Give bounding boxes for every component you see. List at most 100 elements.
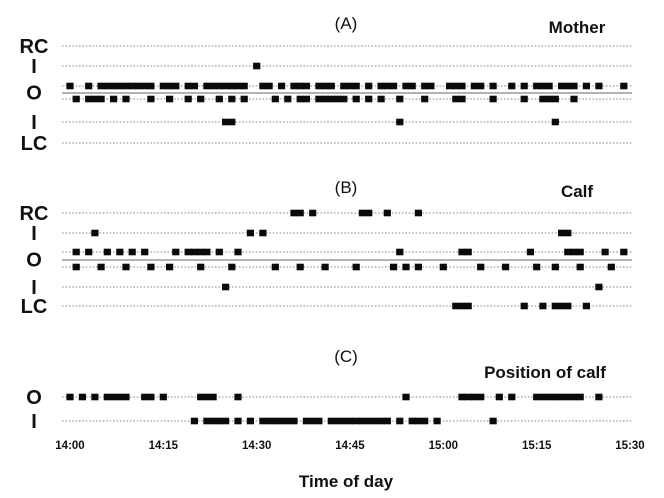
event-mark [545, 95, 553, 103]
event-mark [396, 118, 404, 126]
event-mark [489, 417, 497, 425]
event-mark [91, 95, 99, 103]
event-mark [570, 248, 578, 256]
row-label-rc: RC [20, 203, 49, 225]
event-mark [340, 95, 348, 103]
event-mark [309, 209, 317, 217]
event-mark [172, 82, 180, 90]
event-mark [526, 248, 534, 256]
event-mark [259, 82, 267, 90]
event-mark [97, 82, 105, 90]
event-mark [66, 82, 74, 90]
event-mark [421, 417, 429, 425]
event-mark [122, 95, 130, 103]
event-mark [321, 95, 329, 103]
event-mark [309, 417, 317, 425]
event-mark [402, 263, 410, 271]
event-mark [271, 417, 279, 425]
event-mark [458, 248, 466, 256]
event-mark [377, 95, 385, 103]
panel-c: (C) Position of calf OI [26, 347, 632, 433]
event-mark [147, 82, 155, 90]
panel-title: (A) [335, 14, 358, 33]
event-mark [166, 263, 174, 271]
event-mark [296, 82, 304, 90]
event-mark [315, 95, 323, 103]
event-mark [570, 393, 578, 401]
event-mark [607, 263, 615, 271]
event-mark [421, 82, 429, 90]
event-mark [302, 95, 310, 103]
event-mark [222, 283, 230, 291]
event-mark [215, 248, 223, 256]
event-mark [365, 417, 373, 425]
event-mark [414, 209, 422, 217]
event-mark [228, 118, 236, 126]
event-mark [147, 95, 155, 103]
event-mark [302, 82, 310, 90]
event-mark [458, 393, 466, 401]
event-mark [296, 95, 304, 103]
panel-title: (C) [334, 347, 358, 366]
event-mark [396, 95, 404, 103]
event-mark [321, 82, 329, 90]
x-tick-label: 14:15 [149, 440, 179, 452]
event-mark [278, 417, 286, 425]
event-mark [358, 209, 366, 217]
event-mark [296, 263, 304, 271]
event-mark [91, 393, 99, 401]
event-mark [203, 417, 211, 425]
event-mark [390, 263, 398, 271]
event-mark [197, 95, 205, 103]
event-mark [564, 393, 572, 401]
event-mark [97, 95, 105, 103]
event-mark [296, 209, 304, 217]
event-mark [570, 95, 578, 103]
event-mark [402, 393, 410, 401]
event-mark [122, 82, 130, 90]
event-mark [408, 82, 416, 90]
event-mark [103, 248, 111, 256]
event-mark [197, 393, 205, 401]
event-mark [190, 417, 198, 425]
event-mark [327, 82, 335, 90]
event-mark [103, 82, 111, 90]
event-mark [209, 417, 217, 425]
event-mark [427, 82, 435, 90]
event-mark [222, 118, 230, 126]
event-mark [533, 263, 541, 271]
event-mark [340, 82, 348, 90]
event-mark [72, 95, 80, 103]
event-mark [371, 417, 379, 425]
event-mark [321, 263, 329, 271]
event-mark [545, 393, 553, 401]
event-mark [327, 95, 335, 103]
event-mark [271, 263, 279, 271]
event-mark [365, 82, 373, 90]
event-mark [122, 263, 130, 271]
event-mark [470, 82, 478, 90]
event-mark [558, 229, 566, 237]
event-mark [240, 82, 248, 90]
event-mark [259, 417, 267, 425]
row-label-rc: RC [20, 36, 49, 58]
event-mark [141, 82, 149, 90]
event-mark [290, 209, 298, 217]
event-mark [159, 82, 167, 90]
panel-title: (B) [335, 178, 358, 197]
event-mark [222, 82, 230, 90]
x-tick-label: 15:00 [429, 440, 458, 452]
event-mark [539, 95, 547, 103]
event-mark [464, 393, 472, 401]
row-label-lc: LC [21, 133, 48, 155]
event-mark [551, 95, 559, 103]
x-tick-label: 14:30 [242, 440, 271, 452]
event-mark [166, 82, 174, 90]
row-label-i: I [31, 223, 37, 245]
event-mark [246, 229, 254, 237]
event-mark [271, 95, 279, 103]
row-label-lc: LC [21, 296, 48, 318]
event-mark [502, 263, 510, 271]
